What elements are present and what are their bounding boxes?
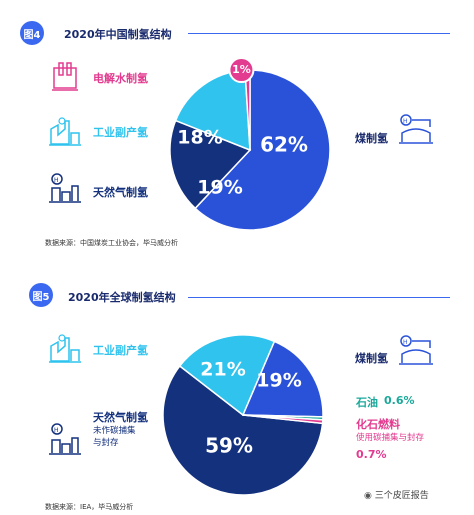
fig5-label-oil: 石油 xyxy=(356,396,378,409)
fig4-label-electrolysis-pct: 1% xyxy=(232,63,251,76)
watermark-text: 三个皮匠报告 xyxy=(374,491,429,501)
fig5-slice-byproduct xyxy=(178,334,276,417)
fig4-label-coal: 煤制氢 xyxy=(355,132,388,145)
fig5-label-natgas-sub2: 与封存 xyxy=(93,438,119,448)
svg-text:H: H xyxy=(54,177,59,184)
fig4-title: 2020年中国制氢结构 xyxy=(64,28,172,41)
svg-text:H: H xyxy=(403,118,408,125)
fig4-label-coal-pct: 62% xyxy=(260,133,308,157)
fig5-label-fossil: 化石燃料 xyxy=(356,418,400,431)
fig4-label-byproduct-pct: 18% xyxy=(177,127,222,149)
fig5-slice-fossil-ccs xyxy=(242,414,324,425)
fig5-label-oil-value: 0.6% xyxy=(384,394,415,407)
fig5-badge: 图5 xyxy=(29,283,53,307)
fig5-slice-oil xyxy=(242,414,324,421)
fig4-slice-natgas xyxy=(169,119,252,210)
fig4-label-natgas: 天然气制氢 xyxy=(93,186,148,199)
coal-plant-icon-2: H xyxy=(399,335,433,365)
watermark: ◉ 三个皮匠报告 xyxy=(364,488,429,501)
svg-text:H: H xyxy=(54,427,59,434)
fig4-label-byproduct: 工业副产氢 xyxy=(93,126,148,139)
fig5-label-natgas: 天然气制氢 xyxy=(93,411,148,424)
fig5-label-fossil-value: 0.7% xyxy=(356,448,387,461)
fig5-label-natgas-pct: 59% xyxy=(205,434,253,458)
fig5-label-natgas-sub1: 未作碳捕集 xyxy=(93,426,136,436)
fig4-slice-byproduct xyxy=(174,69,251,152)
fig4-title-rule xyxy=(188,33,450,34)
fig5-title-rule xyxy=(188,297,450,298)
electrolysis-icon xyxy=(52,62,78,91)
fig5-label-coal-pct: 19% xyxy=(256,370,301,392)
fig5-title: 2020年全球制氢结构 xyxy=(68,291,176,304)
fig5-slice-coal xyxy=(241,340,324,418)
byproduct-factory-icon-2 xyxy=(49,334,81,363)
fig5-label-coal: 煤制氢 xyxy=(355,352,388,365)
coal-plant-icon: H xyxy=(399,114,433,144)
fig4-label-electrolysis: 电解水制氢 xyxy=(93,72,148,85)
fig4-label-natgas-pct: 19% xyxy=(197,177,242,199)
fig4-slice-electrolysis xyxy=(244,69,251,151)
fig5-source: 数据来源：IEA，毕马威分析 xyxy=(45,503,134,511)
svg-text:H: H xyxy=(403,339,408,346)
fig4-slice-coal xyxy=(194,69,331,231)
fig4-badge: 图4 xyxy=(20,21,44,45)
fig5-slice-natgas xyxy=(162,364,324,496)
natgas-plant-icon-2: H xyxy=(49,423,81,455)
fig4-electrolysis-callout xyxy=(228,57,255,84)
byproduct-factory-icon xyxy=(49,117,81,146)
fig5-label-byproduct: 工业副产氢 xyxy=(93,344,148,357)
fig4-source: 数据来源：中国煤炭工业协会，毕马威分析 xyxy=(45,239,178,247)
fig5-label-byproduct-pct: 21% xyxy=(200,359,245,381)
fig5-label-fossil-sub: 使用碳捕集与封存 xyxy=(356,433,425,443)
watermark-icon: ◉ xyxy=(364,491,372,501)
natgas-plant-icon: H xyxy=(49,173,81,203)
